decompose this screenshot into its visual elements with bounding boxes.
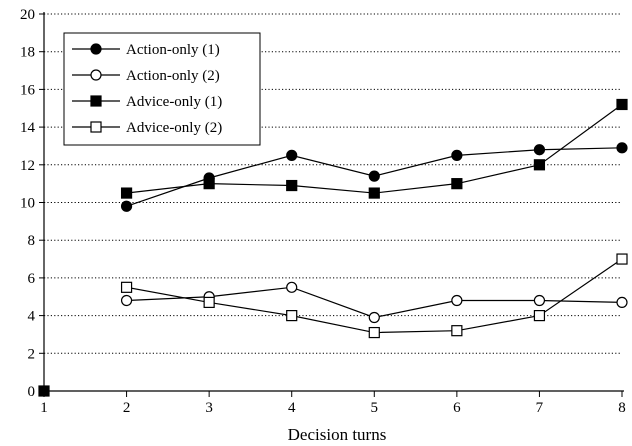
data-point xyxy=(368,170,380,182)
data-point xyxy=(203,296,215,309)
legend-marker xyxy=(90,43,102,55)
data-point xyxy=(451,294,463,307)
data-point xyxy=(533,144,546,156)
legend-item: Action-only (1) xyxy=(72,42,220,58)
y-tick-label: 4 xyxy=(28,309,36,325)
legend-marker xyxy=(90,95,102,107)
data-series xyxy=(38,98,628,397)
data-point xyxy=(368,187,380,199)
data-point xyxy=(451,325,463,337)
data-point xyxy=(533,159,546,171)
y-tick-label: 20 xyxy=(20,7,35,23)
data-point xyxy=(120,187,133,199)
data-point xyxy=(616,142,628,154)
y-tick-label: 0 xyxy=(28,384,36,400)
series-2 xyxy=(120,281,628,324)
legend-label: Action-only (1) xyxy=(126,42,220,58)
data-point xyxy=(616,296,628,309)
series-1 xyxy=(120,142,628,212)
data-point xyxy=(120,281,133,293)
x-tick-label: 5 xyxy=(371,400,379,416)
y-tick-label: 16 xyxy=(20,82,36,98)
x-axis-title: Decision turns xyxy=(288,425,387,444)
data-point xyxy=(286,281,298,293)
data-point xyxy=(203,178,215,190)
x-tick-label: 8 xyxy=(618,400,626,416)
data-point xyxy=(368,326,380,339)
series-4 xyxy=(120,253,628,339)
data-point xyxy=(616,98,628,111)
data-point xyxy=(616,253,628,265)
data-point xyxy=(286,179,298,192)
legend-marker xyxy=(90,69,102,81)
x-tick-label: 6 xyxy=(453,400,461,416)
y-tick-label: 14 xyxy=(20,120,36,136)
y-tick-label: 12 xyxy=(20,158,35,174)
data-point xyxy=(286,310,298,322)
y-tick-label: 10 xyxy=(20,196,35,212)
legend-label: Advice-only (2) xyxy=(126,120,222,136)
data-point xyxy=(533,310,546,322)
y-tick-label: 18 xyxy=(20,45,35,61)
y-tick-label: 8 xyxy=(28,233,36,249)
data-point xyxy=(120,294,133,307)
data-point xyxy=(38,385,50,397)
data-point xyxy=(533,294,546,307)
legend-item: Advice-only (2) xyxy=(72,120,222,136)
x-tick-label: 2 xyxy=(123,400,131,416)
legend-item: Advice-only (1) xyxy=(72,94,222,110)
y-tick-label: 2 xyxy=(28,346,36,362)
y-tick-label: 6 xyxy=(28,271,36,287)
series-3 xyxy=(120,98,628,199)
x-tick-label: 7 xyxy=(536,400,544,416)
data-point xyxy=(451,149,463,161)
legend-item: Action-only (2) xyxy=(72,68,220,84)
legend-marker xyxy=(90,121,102,133)
legend: Action-only (1) Action-only (2) Advice-onl… xyxy=(63,32,261,146)
x-tick-label: 3 xyxy=(205,400,213,416)
data-point xyxy=(451,178,463,190)
x-tick-label: 4 xyxy=(288,400,296,416)
legend-label: Advice-only (1) xyxy=(126,94,222,110)
x-tick-label: 1 xyxy=(40,400,48,416)
data-point xyxy=(286,149,298,161)
data-point xyxy=(368,311,380,324)
data-point xyxy=(120,200,133,212)
legend-label: Action-only (2) xyxy=(126,68,220,84)
